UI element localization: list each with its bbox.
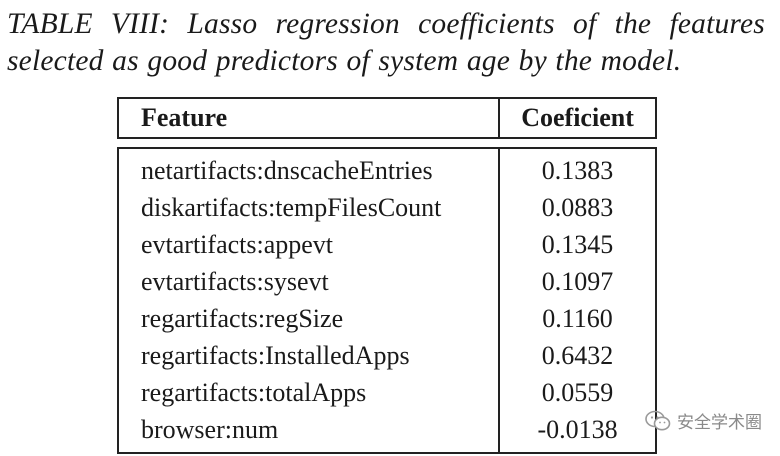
feature-cell: browser:num	[116, 411, 501, 454]
feature-cell: regartifacts:InstalledApps	[116, 337, 501, 374]
feature-cell: evtartifacts:sysevt	[116, 263, 501, 300]
watermark: 安全学术圈	[645, 408, 762, 433]
table-row: evtartifacts:appevt 0.1345	[116, 226, 657, 263]
table-header-row: Feature Coeficient	[116, 97, 657, 139]
coefficient-cell: 0.1097	[498, 263, 657, 300]
table-caption: TABLE VIII: Lasso regression coefficient…	[7, 8, 765, 77]
coefficients-table: Feature Coeficient netartifacts:dnscache…	[116, 97, 657, 454]
feature-cell: netartifacts:dnscacheEntries	[116, 147, 501, 189]
wechat-icon	[645, 410, 671, 430]
header-feature: Feature	[116, 97, 501, 139]
coefficient-cell: 0.0559	[498, 374, 657, 411]
table-row: browser:num -0.0138	[116, 411, 657, 454]
feature-cell: regartifacts:totalApps	[116, 374, 501, 411]
header-coefficient: Coeficient	[498, 97, 657, 139]
feature-cell: regartifacts:regSize	[116, 300, 501, 337]
coefficient-cell: 0.1345	[498, 226, 657, 263]
coefficient-cell: -0.0138	[498, 411, 657, 454]
feature-cell: diskartifacts:tempFilesCount	[116, 189, 501, 226]
table-row: regartifacts:InstalledApps 0.6432	[116, 337, 657, 374]
coefficient-cell: 0.1383	[498, 147, 657, 189]
coefficient-cell: 0.1160	[498, 300, 657, 337]
feature-cell: evtartifacts:appevt	[116, 226, 501, 263]
coefficient-cell: 0.0883	[498, 189, 657, 226]
watermark-text: 安全学术圈	[677, 413, 762, 433]
table-row: evtartifacts:sysevt 0.1097	[116, 263, 657, 300]
table-row: netartifacts:dnscacheEntries 0.1383	[116, 147, 657, 189]
table-row: regartifacts:regSize 0.1160	[116, 300, 657, 337]
coefficient-cell: 0.6432	[498, 337, 657, 374]
table-row: diskartifacts:tempFilesCount 0.0883	[116, 189, 657, 226]
table-row: regartifacts:totalApps 0.0559	[116, 374, 657, 411]
